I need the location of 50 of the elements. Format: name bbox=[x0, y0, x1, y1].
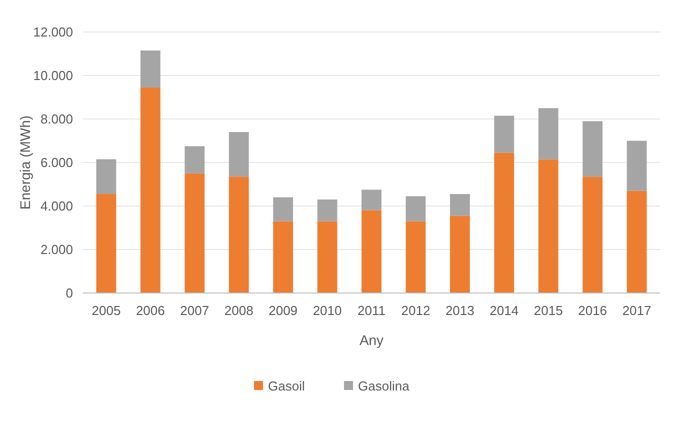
x-tick-label: 2010 bbox=[312, 303, 342, 318]
x-tick-label: 2013 bbox=[445, 303, 474, 318]
bar bbox=[538, 108, 558, 160]
x-tick-label: 2005 bbox=[92, 303, 121, 318]
bar bbox=[626, 140, 647, 191]
bar bbox=[140, 50, 160, 88]
x-tick-label: 2017 bbox=[622, 303, 652, 318]
bar bbox=[450, 216, 470, 293]
x-tick-label: 2009 bbox=[268, 303, 298, 318]
bar bbox=[96, 159, 116, 194]
bar bbox=[273, 221, 294, 293]
x-tick-label: 2006 bbox=[136, 303, 165, 318]
x-tick-label: 2015 bbox=[534, 303, 563, 318]
bar bbox=[317, 221, 338, 293]
bar bbox=[582, 176, 603, 293]
x-tick-label: 2012 bbox=[401, 303, 430, 318]
x-tick-label: 2014 bbox=[490, 303, 519, 318]
bar bbox=[96, 194, 116, 293]
x-axis-title: Any bbox=[359, 332, 384, 348]
y-tick-label: 12.000 bbox=[33, 24, 73, 40]
bar bbox=[273, 197, 294, 222]
x-tick-label: 2007 bbox=[180, 303, 210, 318]
y-tick-label: 6.000 bbox=[40, 155, 73, 170]
bar bbox=[406, 196, 426, 222]
y-tick-label: 2.000 bbox=[40, 242, 73, 258]
bar bbox=[494, 152, 514, 293]
bar bbox=[184, 173, 205, 293]
x-tick-label: 2011 bbox=[358, 303, 386, 318]
bar bbox=[317, 199, 338, 222]
y-tick-label: 4.000 bbox=[40, 198, 73, 214]
bar bbox=[450, 194, 470, 216]
y-axis-title: Energia (MWh) bbox=[17, 115, 33, 210]
bar bbox=[228, 176, 249, 293]
legend-label: Gasoil bbox=[268, 378, 305, 394]
bar bbox=[140, 87, 160, 293]
bar bbox=[184, 146, 205, 174]
x-tick-label: 2008 bbox=[224, 303, 254, 318]
bar bbox=[538, 159, 558, 293]
y-tick-label: 0 bbox=[66, 286, 73, 301]
legend-label: Gasolina bbox=[358, 378, 410, 394]
bar bbox=[626, 190, 647, 293]
x-tick-label: 2016 bbox=[578, 303, 608, 318]
bar bbox=[228, 132, 249, 177]
y-tick-label: 10.000 bbox=[33, 68, 73, 84]
y-tick-label: 8.000 bbox=[40, 112, 73, 127]
bar bbox=[494, 116, 514, 153]
bar bbox=[406, 221, 426, 293]
bar bbox=[362, 190, 382, 210]
bar bbox=[362, 210, 382, 293]
bar bbox=[582, 121, 603, 177]
